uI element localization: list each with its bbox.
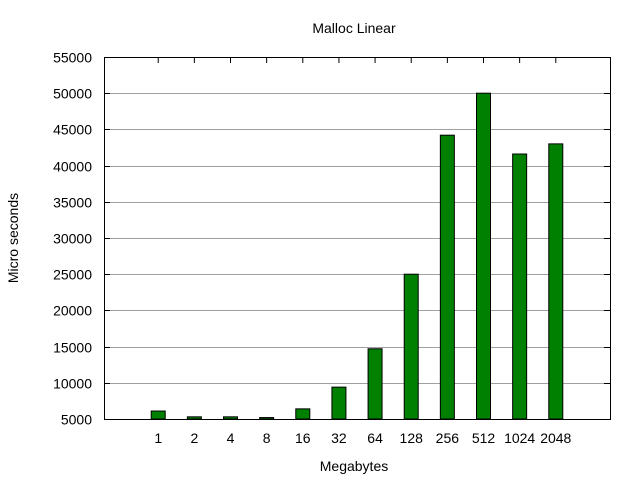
y-tick-label: 5000 (61, 412, 92, 428)
x-tick-label: 512 (472, 430, 496, 446)
y-tick-label: 15000 (53, 340, 92, 356)
bar-512 (476, 92, 491, 420)
bars (150, 92, 564, 420)
y-tick-label: 50000 (53, 86, 92, 102)
y-tick-labels: 5000 10000 15000 20000 25000 30000 35000 40000 4… (53, 50, 92, 428)
bar-32 (331, 386, 347, 420)
y-axis-label: Micro seconds (5, 193, 21, 283)
y-tick-label: 40000 (53, 159, 92, 175)
x-tick-label: 2048 (540, 430, 571, 446)
x-tick-labels: 1 2 4 8 16 32 64 128 256 512 1024 2048 (154, 430, 571, 446)
x-tick-label: 1024 (504, 430, 535, 446)
plot-frame (104, 57, 611, 420)
x-tick-label: 64 (367, 430, 383, 446)
bar-1024 (512, 153, 528, 420)
bar-16 (295, 408, 311, 420)
y-tick-label: 35000 (53, 195, 92, 211)
y-tick-label: 25000 (53, 267, 92, 283)
bar-256 (439, 134, 455, 420)
bar-2048 (548, 143, 564, 420)
bar-64 (367, 348, 383, 420)
y-tick-label: 20000 (53, 303, 92, 319)
y-tick-label: 10000 (53, 376, 92, 392)
bar-128 (403, 273, 419, 420)
axes (104, 57, 611, 420)
bar-2 (186, 416, 202, 420)
bar-1 (150, 410, 166, 420)
x-tick-label: 2 (190, 430, 198, 446)
y-tick-label: 55000 (53, 50, 92, 66)
gridlines (104, 57, 610, 384)
bar-4 (223, 416, 238, 420)
x-tick-label: 8 (263, 430, 271, 446)
x-tick-label: 256 (436, 430, 460, 446)
x-tick-label: 128 (400, 430, 424, 446)
x-tick-label: 32 (331, 430, 347, 446)
x-tick-label: 16 (295, 430, 311, 446)
chart-title: Malloc Linear (312, 20, 396, 36)
x-tick-label: 4 (227, 430, 235, 446)
y-tick-label: 45000 (53, 122, 92, 138)
bar-8 (259, 417, 275, 420)
x-axis-label: Megabytes (320, 458, 388, 474)
x-tick-label: 1 (154, 430, 162, 446)
y-tick-label: 30000 (53, 231, 92, 247)
